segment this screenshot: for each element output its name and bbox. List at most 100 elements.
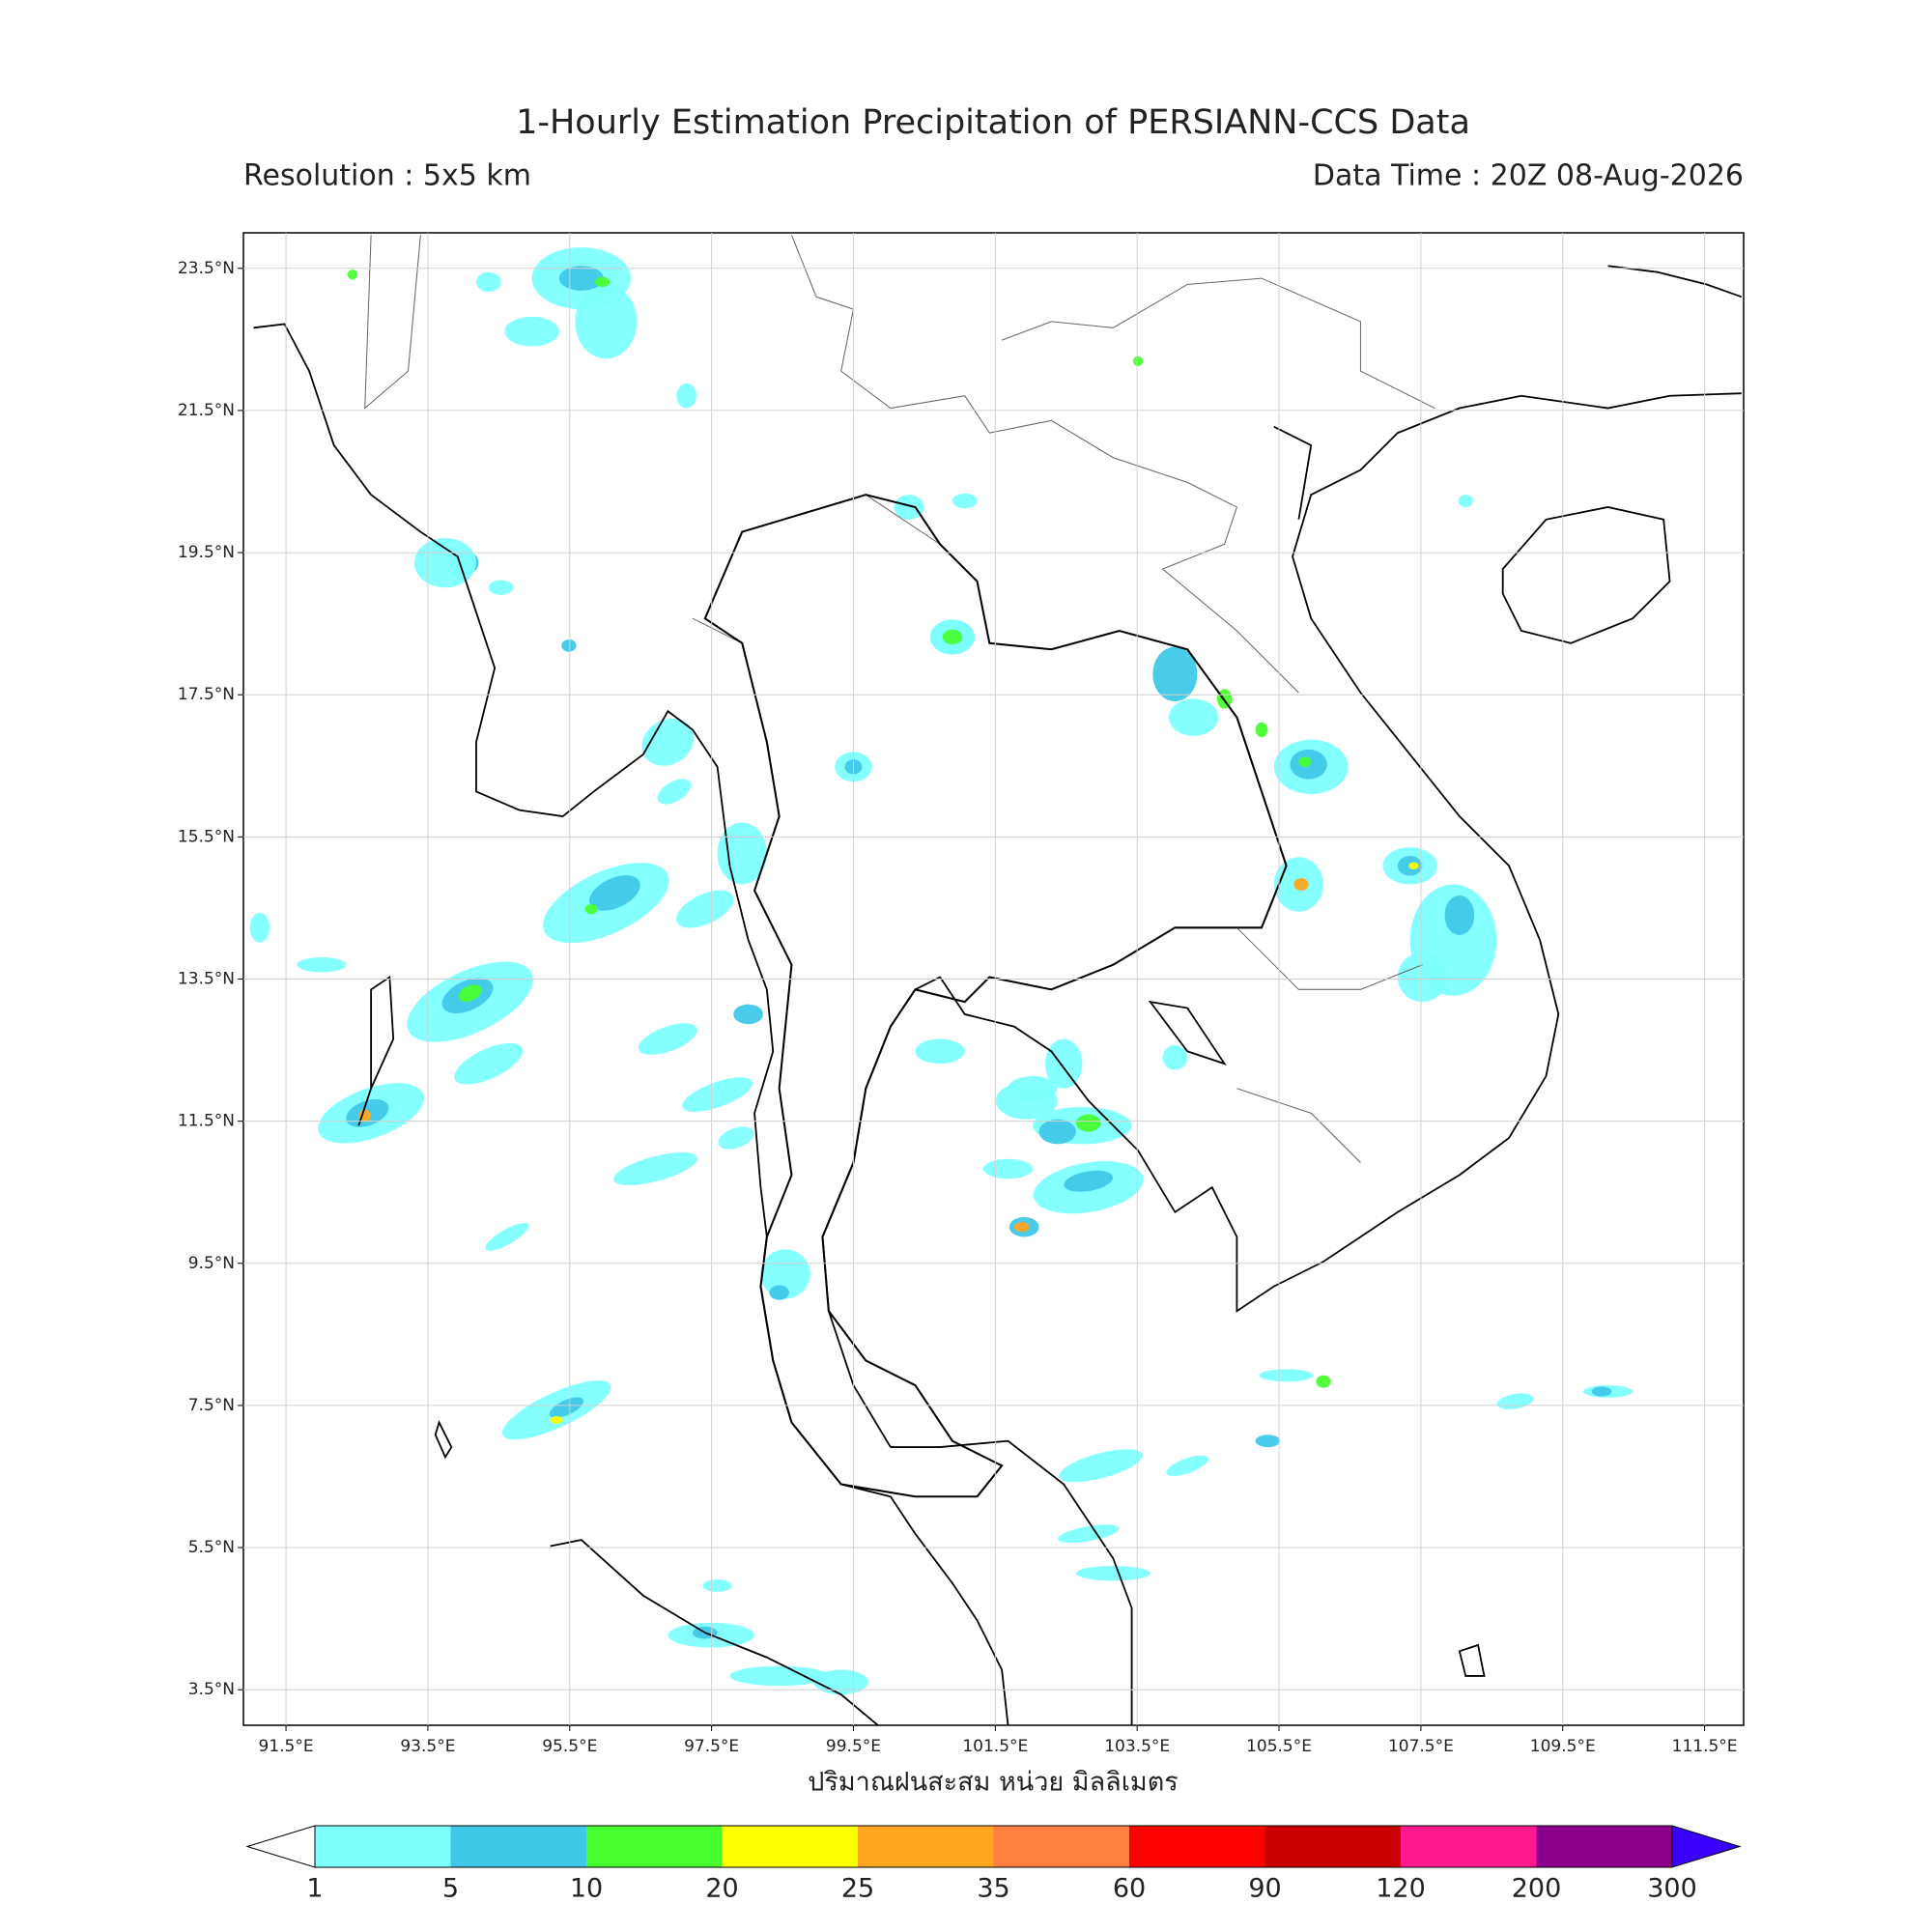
colorbar-label: 10 bbox=[570, 1874, 603, 1904]
rain-cell bbox=[676, 383, 696, 409]
rain-cell bbox=[1132, 355, 1144, 366]
precipitation bbox=[249, 247, 1634, 1695]
rain-cell bbox=[942, 629, 963, 645]
rain-cell bbox=[1293, 878, 1309, 891]
island bbox=[357, 506, 1671, 1677]
rain-cell bbox=[733, 1004, 764, 1025]
colorbar-segment bbox=[315, 1826, 451, 1867]
coastline bbox=[550, 265, 1743, 1726]
lat-tick-label: 9.5°N bbox=[188, 1254, 235, 1273]
colorbar-segment bbox=[586, 1826, 723, 1867]
rain-cell bbox=[894, 495, 924, 520]
rain-cell bbox=[1259, 1369, 1314, 1382]
rain-cell bbox=[575, 284, 638, 359]
rain-cell bbox=[1075, 1565, 1151, 1581]
rain-cell bbox=[769, 1285, 789, 1300]
rain-cell bbox=[1408, 862, 1419, 870]
colorbar-frame bbox=[314, 1825, 1673, 1868]
rain-cell bbox=[1298, 756, 1312, 767]
rain-cell bbox=[657, 779, 692, 805]
rain-cell bbox=[982, 1158, 1034, 1179]
rain-cell bbox=[488, 580, 514, 595]
rain-cell bbox=[1168, 698, 1219, 736]
rain-cell bbox=[676, 890, 734, 928]
rain-cell bbox=[485, 1222, 529, 1251]
colorbar-segment bbox=[858, 1826, 994, 1867]
colorbar-label: 60 bbox=[1113, 1874, 1146, 1904]
colorbar-segment bbox=[1129, 1826, 1265, 1867]
rain-cell bbox=[995, 1082, 1058, 1120]
colorbar-label: 35 bbox=[977, 1874, 1009, 1904]
x-axis-label: ปริมาณฝนสะสม หน่วย มิลลิเมตร bbox=[808, 1768, 1179, 1798]
colorbar-segment bbox=[722, 1826, 859, 1867]
colorbar-label: 300 bbox=[1647, 1874, 1697, 1904]
rain-cell bbox=[1458, 495, 1473, 507]
rain-cell bbox=[1496, 1393, 1534, 1409]
lon-tick-label: 111.5°E bbox=[1672, 1737, 1738, 1756]
lat-tick-label: 13.5°N bbox=[178, 970, 235, 989]
rain-cell bbox=[504, 316, 559, 347]
resolution: Resolution : 5x5 km bbox=[243, 159, 531, 193]
colorbar-segment bbox=[993, 1826, 1130, 1867]
rain-cell bbox=[413, 537, 476, 588]
colorbar-segment bbox=[1401, 1826, 1537, 1867]
lat-tick-label: 17.5°N bbox=[178, 685, 235, 704]
rain-cell bbox=[702, 1579, 732, 1592]
lat-tick-label: 5.5°N bbox=[188, 1538, 235, 1557]
rain-cell bbox=[729, 1665, 829, 1687]
rain-cell bbox=[550, 1416, 563, 1424]
lon-tick-label: 109.5°E bbox=[1530, 1737, 1596, 1756]
rain-cell bbox=[915, 1038, 965, 1065]
rain-cell bbox=[584, 903, 598, 915]
lon-tick-label: 97.5°E bbox=[684, 1737, 739, 1756]
colorbar-label: 200 bbox=[1512, 1874, 1562, 1904]
rain-cell bbox=[1075, 1114, 1101, 1132]
rain-cell bbox=[1162, 1044, 1188, 1070]
rain-cell bbox=[1444, 895, 1475, 935]
colorbar-under bbox=[245, 1825, 316, 1868]
rain-cell bbox=[1059, 1449, 1143, 1483]
rain-cell bbox=[641, 718, 695, 766]
colorbar-label: 90 bbox=[1248, 1874, 1281, 1904]
lon-tick-label: 101.5°E bbox=[962, 1737, 1028, 1756]
rain-cell bbox=[813, 1669, 868, 1695]
rain-cell bbox=[561, 639, 577, 652]
lat-tick-label: 3.5°N bbox=[188, 1680, 235, 1699]
rain-cell bbox=[1038, 1119, 1076, 1145]
rain-cell bbox=[613, 1152, 698, 1185]
rain-cell bbox=[1316, 1375, 1331, 1388]
colorbar-label: 20 bbox=[705, 1874, 738, 1904]
coastline bbox=[821, 392, 1742, 1448]
rain-cell bbox=[1397, 952, 1448, 1003]
lon-tick-label: 107.5°E bbox=[1388, 1737, 1454, 1756]
rain-cell bbox=[952, 493, 978, 509]
rain-cell bbox=[1255, 722, 1268, 738]
rain-cell bbox=[589, 875, 640, 911]
rain-cell bbox=[1591, 1386, 1612, 1397]
rain-cell bbox=[454, 1042, 524, 1085]
lon-tick-label: 93.5°E bbox=[400, 1737, 455, 1756]
lat-tick-label: 11.5°N bbox=[178, 1112, 235, 1131]
lat-tick-label: 7.5°N bbox=[188, 1396, 235, 1415]
rain-cell bbox=[594, 276, 611, 288]
colorbar-label: 120 bbox=[1376, 1874, 1426, 1904]
rain-cell bbox=[1044, 1038, 1083, 1089]
rain-cell bbox=[558, 266, 604, 291]
rain-cell bbox=[458, 984, 482, 1002]
colorbar-segment bbox=[1264, 1826, 1402, 1867]
rain-cell bbox=[1166, 1455, 1209, 1476]
lon-tick-label: 95.5°E bbox=[542, 1737, 597, 1756]
lon-tick-label: 99.5°E bbox=[826, 1737, 881, 1756]
lat-tick-label: 15.5°N bbox=[178, 827, 235, 846]
lat-tick-label: 23.5°N bbox=[178, 259, 235, 278]
rain-cell bbox=[718, 1126, 754, 1150]
colorbar-label: 5 bbox=[442, 1874, 459, 1904]
rain-cell bbox=[682, 1077, 753, 1112]
colorbar-label: 1 bbox=[306, 1874, 323, 1904]
rain-cell bbox=[297, 957, 347, 973]
rain-cell bbox=[347, 270, 358, 280]
rain-cell bbox=[1013, 1222, 1030, 1233]
rain-cell bbox=[1255, 1435, 1281, 1448]
colorbar-label: 25 bbox=[841, 1874, 874, 1904]
